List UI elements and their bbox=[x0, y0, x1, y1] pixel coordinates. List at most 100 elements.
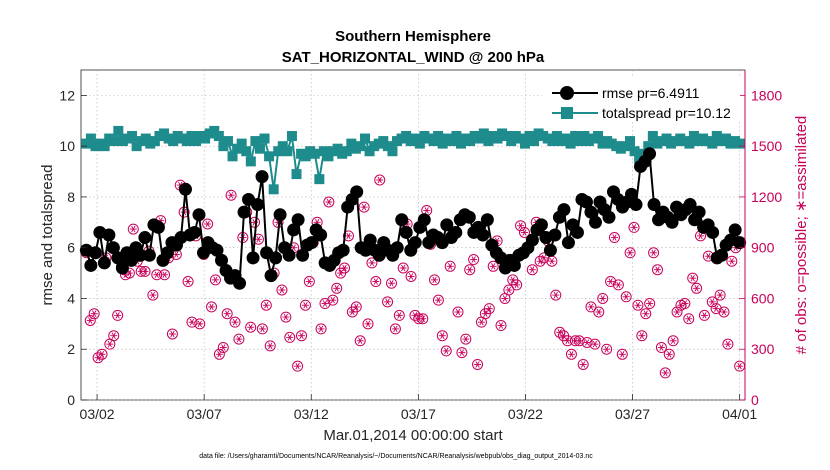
totalspread-point bbox=[268, 184, 279, 195]
obs-asterisk-stroke bbox=[389, 279, 394, 287]
totalspread-point bbox=[355, 141, 366, 152]
x-tick-label: 03/07 bbox=[187, 406, 222, 422]
obs-possible-point bbox=[538, 252, 550, 264]
obs-assimilated-point bbox=[642, 310, 650, 317]
obs-asterisk-stroke bbox=[92, 310, 97, 317]
obs-assimilated-point bbox=[638, 332, 646, 339]
obs-possible-point bbox=[601, 343, 613, 355]
y-tick-label-right: 1500 bbox=[751, 138, 782, 154]
rmse-point bbox=[733, 236, 747, 250]
obs-asterisk-stroke bbox=[260, 325, 265, 333]
obs-assimilated-point bbox=[720, 308, 728, 316]
y-tick-label-right: 600 bbox=[751, 290, 775, 306]
obs-possible-point bbox=[233, 333, 245, 345]
totalspread-point bbox=[236, 138, 247, 149]
obs-asterisk-stroke bbox=[287, 334, 292, 341]
obs-asterisk-stroke bbox=[530, 266, 535, 273]
totalspread-point bbox=[428, 136, 439, 147]
obs-possible-point bbox=[644, 298, 656, 310]
totalspread-point bbox=[227, 151, 238, 162]
footnote: data file: /Users/gharamti/Documents/NCA… bbox=[199, 453, 593, 460]
totalspread-series bbox=[81, 125, 745, 195]
totalspread-point bbox=[720, 133, 731, 144]
obs-assimilated-point bbox=[141, 268, 149, 275]
obs-asterisk-stroke bbox=[326, 198, 332, 206]
y-tick-label-right: 1200 bbox=[751, 189, 782, 205]
obs-assimilated-point bbox=[395, 312, 403, 319]
obs-possible-point bbox=[292, 360, 304, 372]
obs-asterisk-stroke bbox=[522, 229, 527, 236]
obs-assimilated-point bbox=[724, 340, 732, 348]
obs-assimilated-point bbox=[552, 291, 560, 299]
obs-assimilated-point bbox=[168, 330, 176, 338]
obs-possible-point bbox=[518, 226, 530, 238]
rmse-point bbox=[133, 248, 147, 262]
obs-assimilated-point bbox=[282, 313, 290, 321]
obs-possible-point bbox=[589, 338, 601, 350]
obs-assimilated-point bbox=[399, 264, 407, 272]
obs-asterisk-stroke bbox=[737, 362, 742, 370]
obs-asterisk-stroke bbox=[107, 340, 112, 348]
totalspread-point bbox=[378, 136, 389, 147]
totalspread-point bbox=[524, 131, 535, 141]
obs-asterisk-stroke bbox=[162, 271, 167, 279]
obs-possible-point bbox=[84, 314, 96, 326]
obs-asterisk-stroke bbox=[377, 176, 382, 184]
obs-assimilated-point bbox=[110, 332, 118, 339]
obs-asterisk-stroke bbox=[725, 340, 731, 348]
obs-assimilated-point bbox=[325, 198, 333, 206]
rmse-point bbox=[570, 225, 584, 239]
totalspread-point bbox=[501, 131, 512, 141]
obs-asterisk-stroke bbox=[584, 339, 590, 346]
obs-possible-point bbox=[182, 276, 194, 288]
rmse-point bbox=[233, 276, 247, 290]
totalspread-point bbox=[99, 141, 110, 152]
obs-possible-point bbox=[409, 309, 421, 321]
obs-possible-point bbox=[225, 189, 237, 201]
obs-possible-point bbox=[597, 292, 609, 304]
obs-assimilated-point bbox=[630, 224, 638, 231]
obs-asterisk-stroke bbox=[592, 340, 598, 348]
obs-asterisk-stroke bbox=[350, 308, 355, 316]
obs-asterisk-stroke bbox=[706, 252, 711, 260]
obs-assimilated-point bbox=[188, 318, 196, 326]
obs-possible-point bbox=[651, 264, 663, 276]
rmse-point bbox=[480, 213, 494, 227]
totalspread-point bbox=[131, 141, 142, 152]
obs-assimilated-point bbox=[372, 278, 380, 285]
obs-assimilated-point bbox=[266, 342, 274, 350]
totalspread-point bbox=[108, 136, 119, 147]
obs-asterisk-stroke bbox=[338, 269, 343, 277]
obs-possible-point bbox=[127, 223, 139, 235]
totalspread-point bbox=[181, 136, 192, 147]
totalspread-point bbox=[81, 138, 92, 149]
obs-assimilated-point bbox=[446, 263, 454, 270]
obs-asterisk-stroke bbox=[581, 361, 586, 368]
obs-asterisk-stroke bbox=[142, 268, 148, 275]
obs-possible-point bbox=[202, 218, 214, 230]
y-tick-label-left: 0 bbox=[67, 392, 75, 408]
obs-assimilated-point bbox=[716, 291, 724, 299]
rmse-point bbox=[417, 213, 431, 227]
obs-possible-point bbox=[636, 330, 648, 342]
totalspread-point bbox=[688, 131, 699, 141]
obs-asterisk-stroke bbox=[436, 296, 441, 304]
y-axis-label-left: rmse and totalspread bbox=[39, 165, 56, 306]
rmse-point bbox=[643, 147, 657, 161]
totalspread-point bbox=[593, 131, 604, 141]
obs-possible-point bbox=[683, 313, 695, 325]
obs-asterisk-stroke bbox=[467, 266, 472, 273]
rmse-point bbox=[602, 210, 616, 224]
obs-asterisk-stroke bbox=[131, 225, 136, 233]
obs-assimilated-point bbox=[227, 191, 235, 199]
obs-assimilated-point bbox=[610, 234, 618, 241]
chart-title: Southern Hemisphere bbox=[335, 28, 491, 45]
obs-asterisk-stroke bbox=[667, 351, 672, 358]
obs-series bbox=[80, 174, 746, 379]
obs-possible-point bbox=[319, 298, 331, 310]
obs-asterisk-stroke bbox=[502, 295, 508, 302]
obs-asterisk-stroke bbox=[686, 315, 691, 323]
obs-asterisk-stroke bbox=[514, 281, 519, 289]
obs-assimilated-point bbox=[434, 296, 442, 304]
obs-possible-point bbox=[405, 270, 417, 282]
